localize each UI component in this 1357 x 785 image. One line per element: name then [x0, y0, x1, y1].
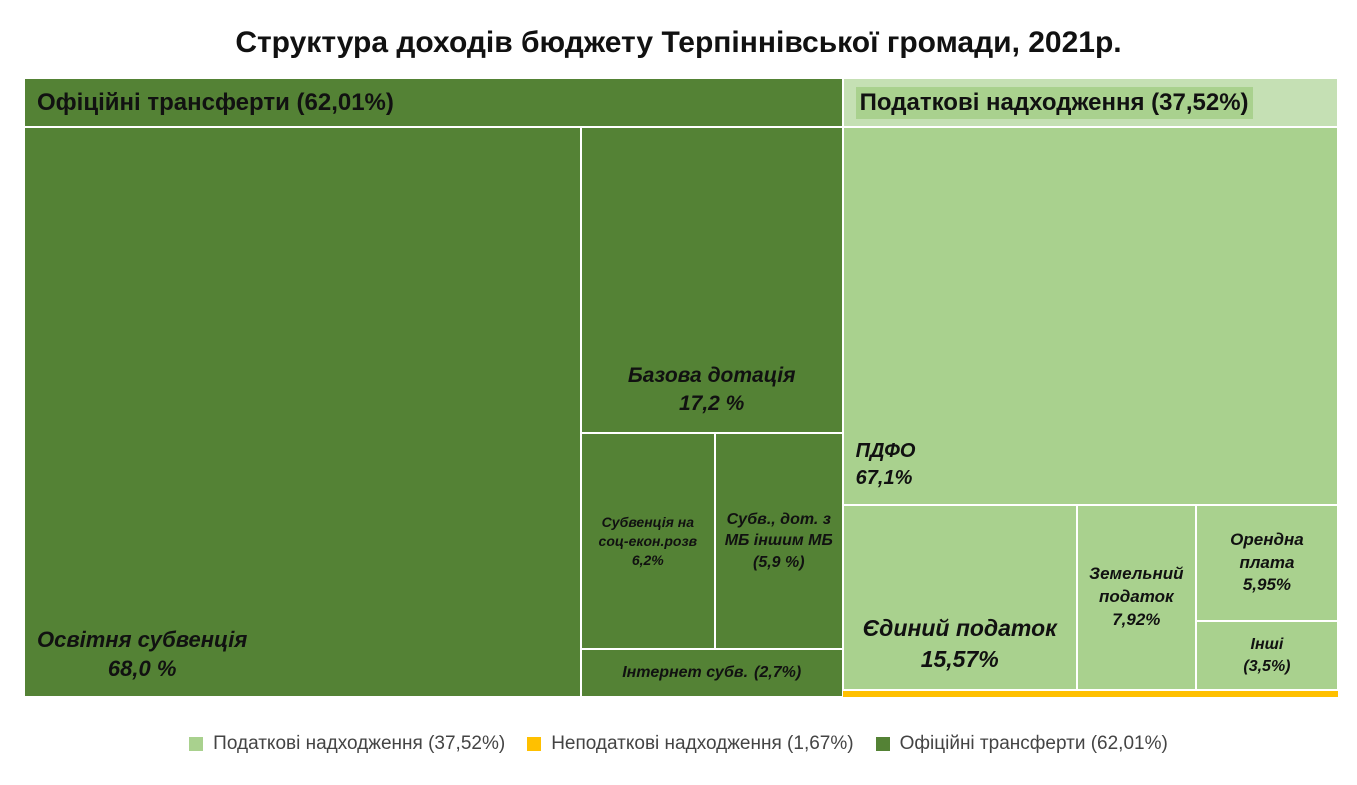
tile: Освітня субвенція 68,0 % — [24, 127, 581, 697]
tile — [842, 690, 1338, 697]
tile-name: Інтернет субв. — [622, 664, 749, 682]
tile-label: Інтернет субв. (2,7%) — [616, 662, 807, 684]
tile-value: (2,7%) — [754, 664, 802, 682]
tile: Інші (3,5%) — [1195, 621, 1338, 690]
tile-value: 6,2% — [631, 551, 664, 568]
tile-name: Єдиний податок — [862, 614, 1057, 641]
tile: Єдиний податок 15,57% — [842, 504, 1077, 690]
tile-value: 15,57% — [920, 645, 999, 672]
tile-value: 5,95% — [1242, 575, 1292, 595]
tile-name: ПДФО — [855, 439, 916, 462]
tile-label: Субвенція на соц-екон.розв 6,2% — [582, 513, 714, 570]
tile-label: ПДФО 67,1% — [844, 438, 916, 504]
group-label: Офіційні трансферти (62,01%) — [37, 88, 394, 116]
tile-label: Субв., дот. з МБ іншим МБ (5,9 %) — [716, 509, 842, 574]
tile-name: Інші — [1250, 636, 1284, 654]
tile-name: Земельний податок — [1089, 563, 1184, 606]
tile-label: Земельний податок 7,92% — [1078, 563, 1195, 632]
tile-value: 17,2 % — [678, 392, 745, 416]
tile: Земельний податок 7,92% — [1076, 504, 1196, 690]
legend-label: Офіційні трансферти (62,01%) — [899, 733, 1168, 754]
tile-name: Базова дотація — [627, 363, 796, 387]
tile: Субв., дот. з МБ іншим МБ (5,9 %) — [714, 433, 843, 649]
legend: Податкові надходження (37,52%) Неподатков… — [0, 733, 1357, 755]
tile: Базова дотація 17,2 % — [580, 127, 843, 434]
legend-item: Податкові надходження (37,52%) — [189, 733, 505, 755]
tile: Орендна плата 5,95% — [1195, 504, 1338, 622]
tile-label: Орендна плата 5,95% — [1197, 529, 1337, 598]
group-header: Податкові надходження (37,52%) — [842, 78, 1338, 127]
tile-label: Єдиний податок 15,57% — [857, 613, 1063, 689]
legend-label: Податкові надходження (37,52%) — [213, 733, 506, 754]
legend-item: Неподаткові надходження (1,67%) — [527, 733, 854, 755]
tile: ПДФО 67,1% — [842, 127, 1338, 505]
tile-name: Орендна плата — [1230, 529, 1304, 572]
tile: Інтернет субв. (2,7%) — [580, 648, 843, 697]
group-header: Офіційні трансферти (62,01%) — [24, 78, 843, 127]
legend-label: Неподаткові надходження (1,67%) — [551, 733, 854, 754]
tile-label: Інші (3,5%) — [1237, 634, 1296, 677]
tile-value: 7,92% — [1112, 609, 1161, 629]
tile-value: (3,5%) — [1243, 657, 1291, 675]
legend-swatch — [527, 737, 542, 751]
tile-value: 67,1% — [855, 466, 913, 489]
tile-name: Субв., дот. з МБ іншим МБ — [724, 510, 833, 550]
tile-label: Освітня субвенція 68,0 % — [25, 625, 247, 696]
legend-swatch — [189, 737, 204, 751]
legend-swatch — [875, 737, 890, 751]
tile: Субвенція на соц-екон.розв 6,2% — [580, 433, 715, 649]
group-label: Податкові надходження (37,52%) — [855, 86, 1253, 119]
tile-name: Освітня субвенція — [37, 626, 248, 652]
chart-title: Структура доходів бюджету Терпіннівської… — [235, 26, 1122, 59]
tile-label: Базова дотація 17,2 % — [622, 362, 802, 433]
legend-item: Офіційні трансферти (62,01%) — [875, 733, 1168, 755]
tile-name: Субвенція на соц-екон.розв — [598, 513, 698, 549]
tile-value: 68,0 % — [107, 656, 177, 682]
tile-value: (5,9 %) — [752, 553, 805, 571]
